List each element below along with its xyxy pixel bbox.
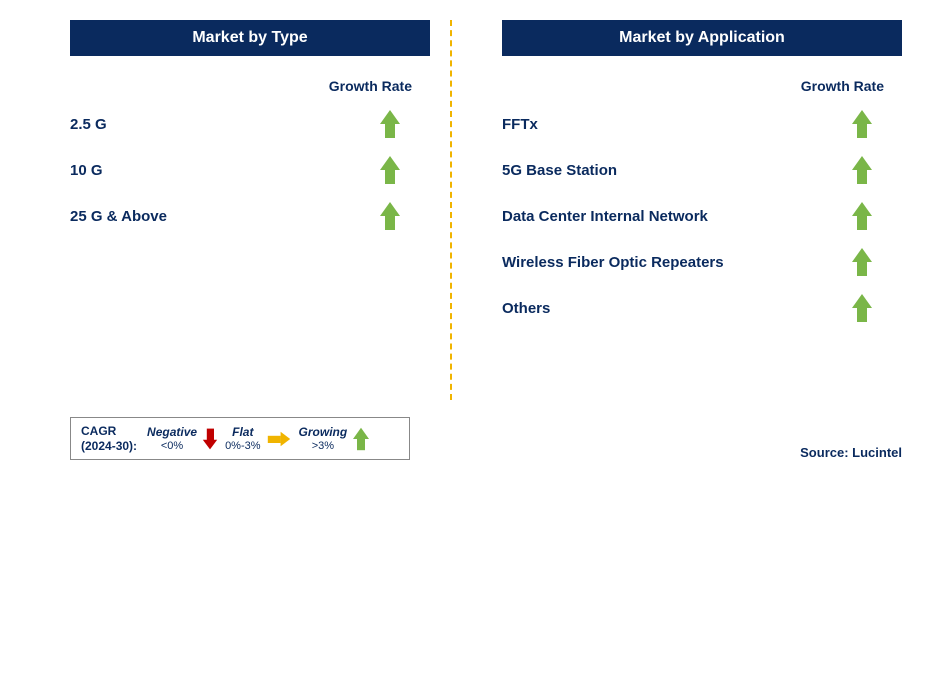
market-by-application-panel: Market by Application Growth Rate FFTx 5G… (502, 20, 902, 400)
type-row: 10 G (70, 156, 430, 184)
legend-kind: Negative (147, 425, 197, 439)
legend-value: 0%-3% (225, 440, 260, 452)
type-growth-header: Growth Rate (70, 78, 430, 94)
type-row-label: 25 G & Above (70, 208, 167, 225)
arrow-down-icon (203, 428, 217, 449)
legend-item: Flat0%-3% (225, 425, 292, 452)
arrow-up-icon (380, 202, 400, 230)
type-row: 2.5 G (70, 110, 430, 138)
application-row-label: Data Center Internal Network (502, 208, 708, 225)
arrow-up-icon (380, 156, 400, 184)
arrow-right-icon (267, 431, 289, 445)
application-row-label: 5G Base Station (502, 162, 617, 179)
arrow-up-icon (852, 156, 872, 184)
application-row-label: Wireless Fiber Optic Repeaters (502, 254, 724, 271)
cagr-legend: CAGR (2024-30): Negative<0%Flat0%-3%Grow… (70, 417, 410, 460)
application-row: FFTx (502, 110, 902, 138)
arrow-up-icon (852, 294, 872, 322)
legend-value: >3% (312, 440, 334, 452)
arrow-up-icon (380, 110, 400, 138)
legend-kind: Growing (299, 425, 348, 439)
type-panel-title: Market by Type (70, 20, 430, 56)
application-row-label: FFTx (502, 116, 538, 133)
legend-item: Growing>3% (299, 425, 372, 453)
app-panel-title: Market by Application (502, 20, 902, 56)
arrow-up-icon (852, 202, 872, 230)
app-growth-header: Growth Rate (502, 78, 902, 94)
source-attribution: Source: Lucintel (800, 445, 902, 460)
application-row: 5G Base Station (502, 156, 902, 184)
arrow-up-icon (852, 110, 872, 138)
application-row: Data Center Internal Network (502, 202, 902, 230)
market-by-type-panel: Market by Type Growth Rate 2.5 G 10 G 25 G… (70, 20, 430, 400)
application-row-label: Others (502, 300, 550, 317)
type-row-label: 2.5 G (70, 116, 107, 133)
type-row-label: 10 G (70, 162, 103, 179)
arrow-up-icon (353, 427, 369, 449)
arrow-up-icon (852, 248, 872, 276)
legend-kind: Flat (232, 425, 253, 439)
application-row: Wireless Fiber Optic Repeaters (502, 248, 902, 276)
legend-prefix: CAGR (2024-30): (81, 424, 137, 453)
panel-divider (450, 20, 452, 400)
legend-item: Negative<0% (147, 425, 219, 452)
legend-value: <0% (161, 440, 183, 452)
application-row: Others (502, 294, 902, 322)
type-row: 25 G & Above (70, 202, 430, 230)
